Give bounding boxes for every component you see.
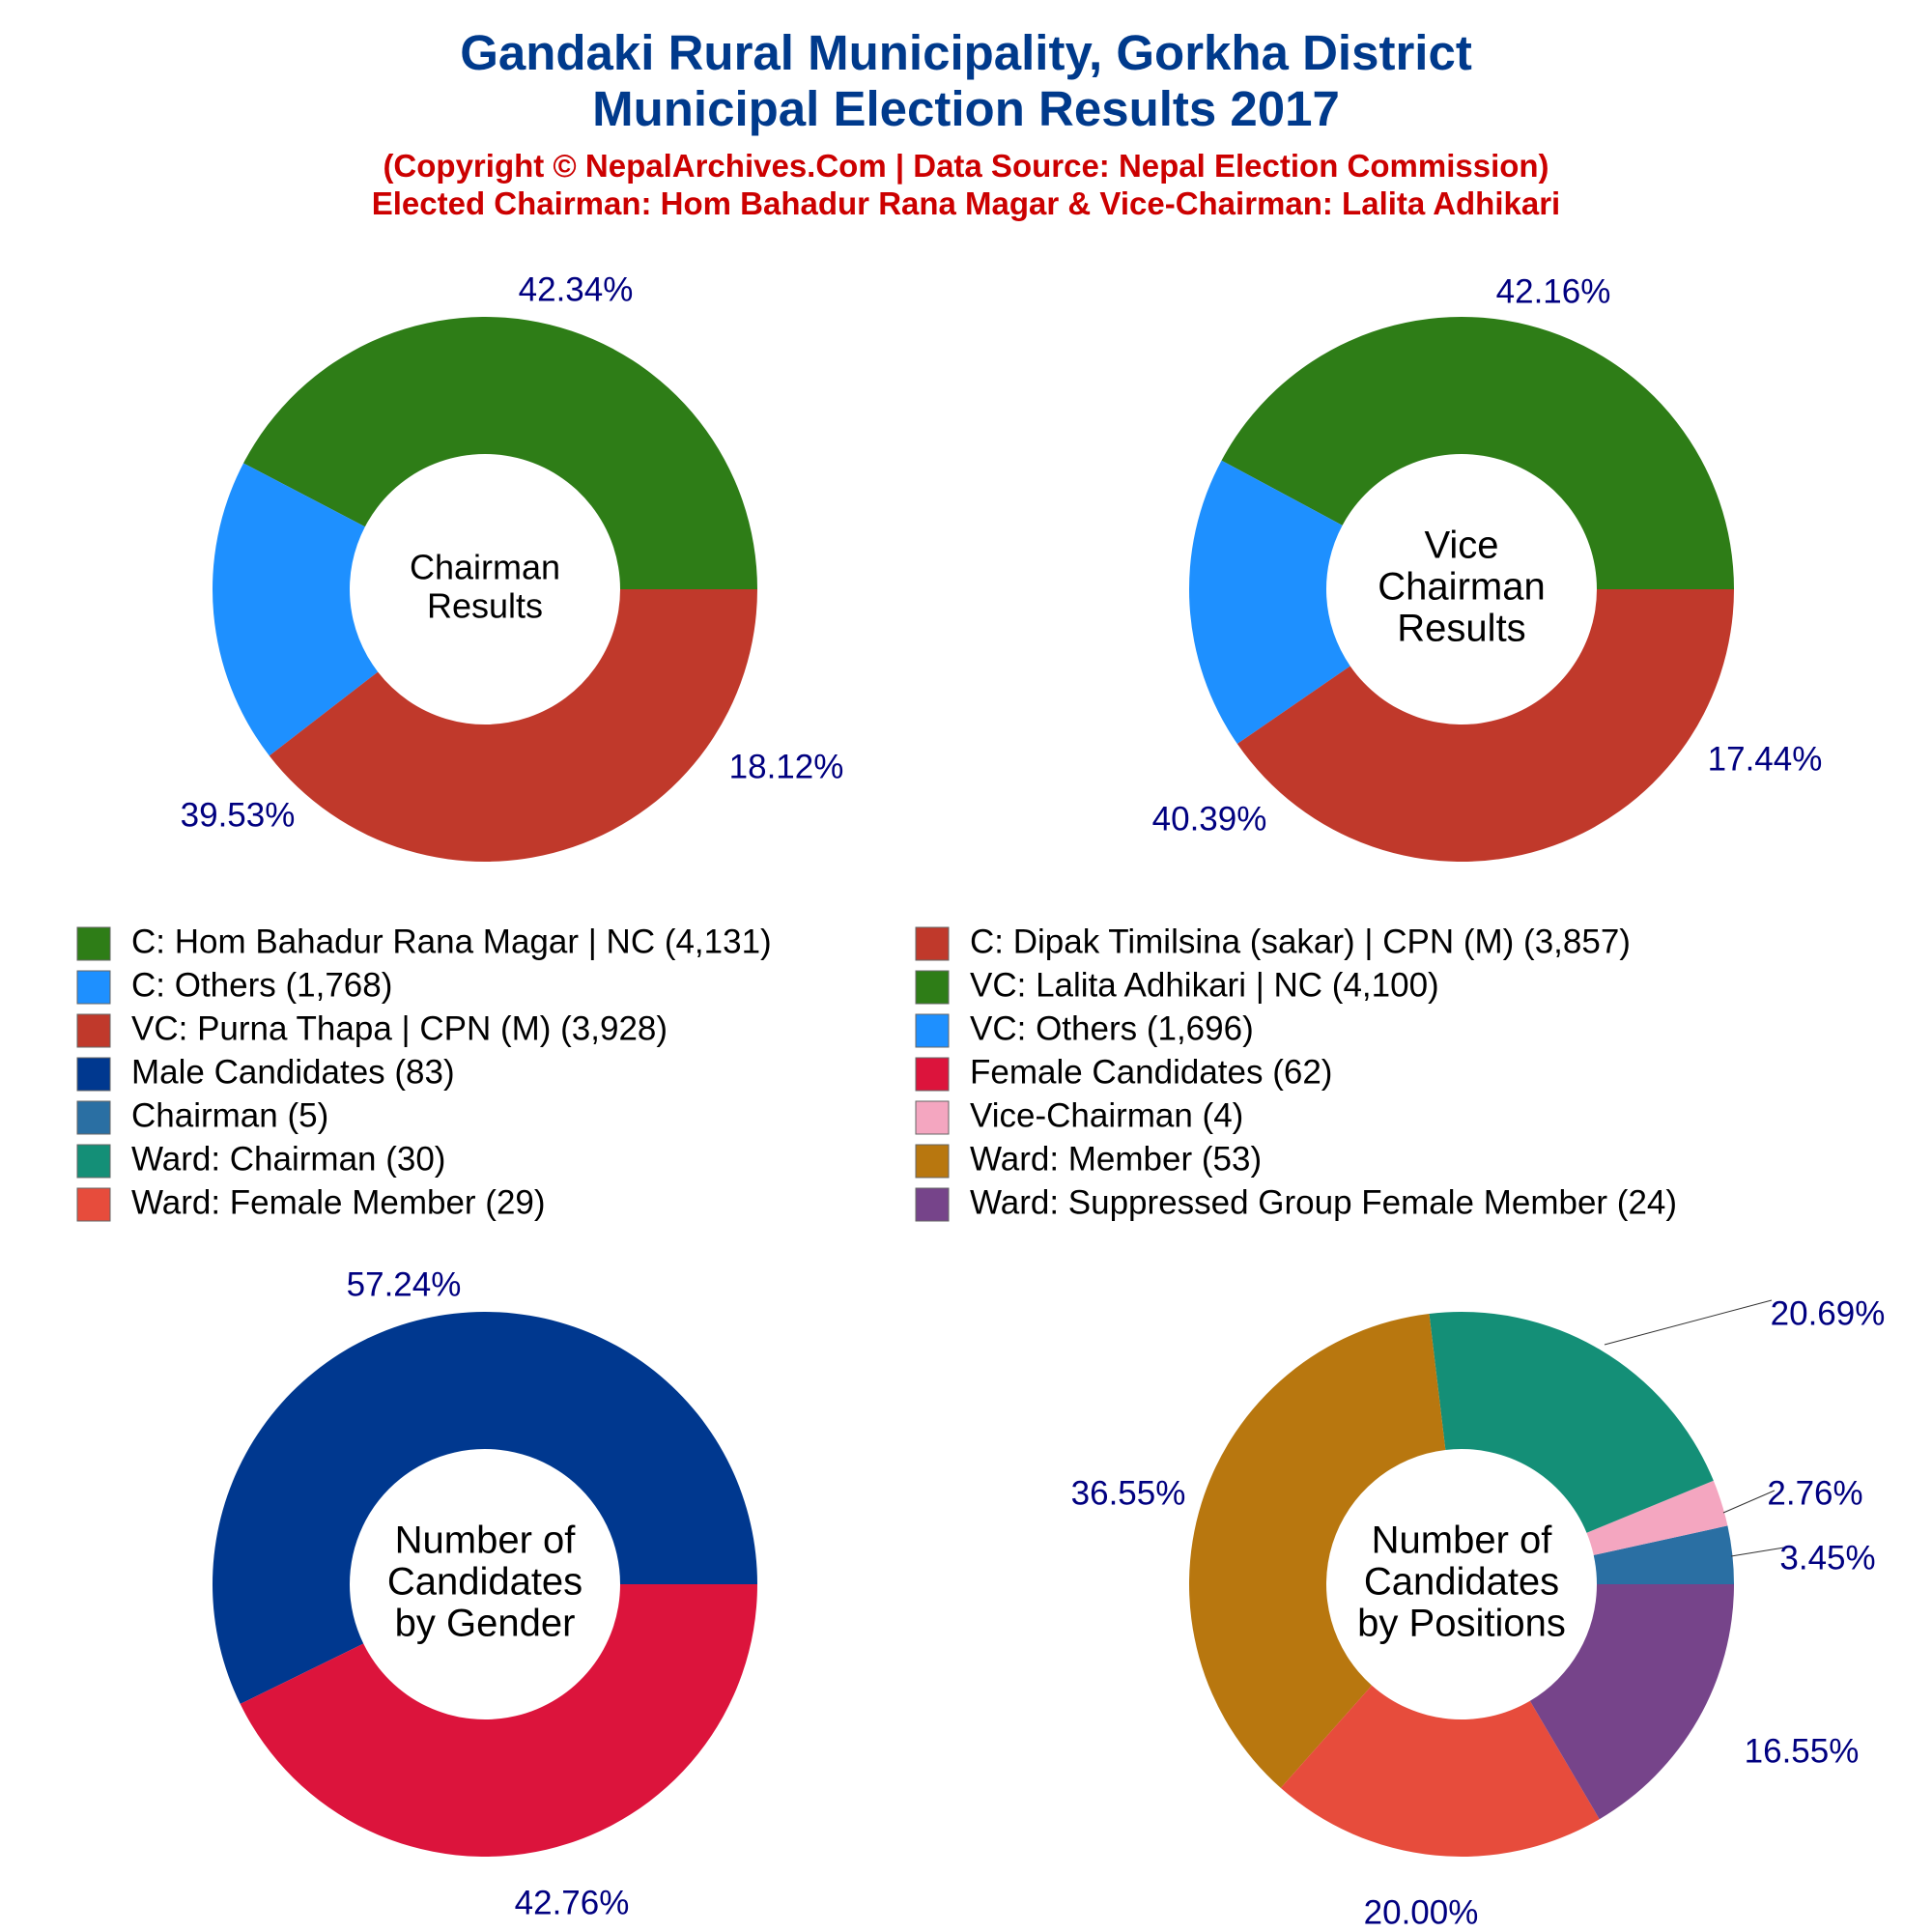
- legend-swatch-4: [915, 970, 950, 1005]
- center-label-2-2: Chairman: [1378, 566, 1545, 609]
- slice-label-4-6: 16.55%: [1745, 1732, 1860, 1770]
- slice-label-4-5: 20.00%: [1364, 1893, 1479, 1931]
- slice-2-1: [1221, 316, 1734, 589]
- center-label-2-3: Results: [1397, 608, 1525, 650]
- center-label-2-1: Vice: [1424, 525, 1498, 567]
- slice-label-3-2: 42.76%: [515, 1884, 630, 1921]
- center-label-3-3: by Gender: [395, 1603, 576, 1645]
- legend-item-10: Vice-Chairman (4): [915, 1096, 1243, 1135]
- legend-swatch-5: [76, 1013, 111, 1048]
- legend-swatch-12: [915, 1144, 950, 1179]
- legend-swatch-8: [915, 1057, 950, 1092]
- leader-line-4-2: [1722, 1490, 1776, 1514]
- slice-label-2-3: 40.39%: [1152, 800, 1267, 838]
- legend-item-7: Male Candidates (83): [76, 1053, 455, 1092]
- slice-4-1: [1593, 1525, 1734, 1584]
- leader-line-4-3: [1604, 1299, 1773, 1346]
- chart-title-line1: Gandaki Rural Municipality, Gorkha Distr…: [460, 25, 1472, 80]
- slice-label-4-4: 36.55%: [1071, 1474, 1186, 1512]
- legend-label-9: Chairman (5): [131, 1096, 328, 1134]
- slice-4-4: [1189, 1313, 1446, 1788]
- slice-label-3-1: 57.24%: [347, 1265, 462, 1303]
- center-label-1-1: Chairman: [410, 548, 560, 587]
- slice-4-2: [1586, 1480, 1728, 1555]
- slice-3-2: [240, 1584, 757, 1857]
- legend-item-5: VC: Purna Thapa | CPN (M) (3,928): [76, 1009, 668, 1048]
- slice-2-3: [1236, 589, 1734, 863]
- center-label-1-2: Results: [427, 586, 543, 626]
- slice-label-4-2: 2.76%: [1767, 1474, 1862, 1512]
- chart-subtitle-line2: Elected Chairman: Hom Bahadur Rana Magar…: [372, 185, 1560, 221]
- slice-label-4-1: 3.45%: [1779, 1539, 1875, 1577]
- slice-label-4-3: 20.69%: [1771, 1294, 1886, 1332]
- legend-label-2: C: Dipak Timilsina (sakar) | CPN (M) (3,…: [970, 923, 1631, 960]
- slice-3-1: [213, 1311, 758, 1704]
- legend-item-8: Female Candidates (62): [915, 1053, 1332, 1092]
- legend-swatch-1: [76, 926, 111, 961]
- legend-swatch-14: [915, 1187, 950, 1222]
- legend-label-7: Male Candidates (83): [131, 1053, 455, 1091]
- legend-label-8: Female Candidates (62): [970, 1053, 1332, 1091]
- legend-swatch-7: [76, 1057, 111, 1092]
- legend-label-10: Vice-Chairman (4): [970, 1096, 1243, 1134]
- legend-label-13: Ward: Female Member (29): [131, 1183, 546, 1221]
- legend-label-5: VC: Purna Thapa | CPN (M) (3,928): [131, 1009, 668, 1047]
- slice-4-5: [1280, 1685, 1600, 1857]
- chart-title-line2: Municipal Election Results 2017: [592, 81, 1340, 136]
- legend-swatch-2: [915, 926, 950, 961]
- legend-label-3: C: Others (1,768): [131, 966, 392, 1004]
- legend-label-4: VC: Lalita Adhikari | NC (4,100): [970, 966, 1439, 1004]
- legend-item-3: C: Others (1,768): [76, 966, 392, 1005]
- legend-swatch-10: [915, 1100, 950, 1135]
- slice-1-1: [243, 316, 757, 589]
- legend-item-13: Ward: Female Member (29): [76, 1183, 546, 1222]
- slice-2-2: [1189, 460, 1350, 745]
- center-label-4-2: Candidates: [1364, 1561, 1559, 1604]
- slice-label-1-2: 18.12%: [729, 748, 844, 785]
- leader-line-4-1: [1730, 1547, 1785, 1557]
- slice-1-3: [269, 589, 757, 862]
- legend-label-11: Ward: Chairman (30): [131, 1140, 445, 1178]
- center-label-3-1: Number of: [395, 1520, 577, 1562]
- slice-4-6: [1529, 1584, 1734, 1820]
- slice-label-1-1: 42.34%: [519, 270, 634, 308]
- slice-1-2: [212, 463, 379, 756]
- slice-label-2-1: 42.16%: [1496, 272, 1611, 310]
- donut-charts: 42.34%18.12%39.53%ChairmanResults42.16%1…: [181, 270, 1886, 1931]
- center-label-4-3: by Positions: [1357, 1603, 1566, 1645]
- legend-label-6: VC: Others (1,696): [970, 1009, 1254, 1047]
- legend-item-2: C: Dipak Timilsina (sakar) | CPN (M) (3,…: [915, 923, 1631, 961]
- legend-item-4: VC: Lalita Adhikari | NC (4,100): [915, 966, 1439, 1005]
- legend-swatch-3: [76, 970, 111, 1005]
- legend-item-11: Ward: Chairman (30): [76, 1140, 445, 1179]
- legend-label-1: C: Hom Bahadur Rana Magar | NC (4,131): [131, 923, 772, 960]
- legend-item-12: Ward: Member (53): [915, 1140, 1262, 1179]
- legend-item-1: C: Hom Bahadur Rana Magar | NC (4,131): [76, 923, 772, 961]
- chart-subtitle-line1: (Copyright © NepalArchives.Com | Data So…: [383, 148, 1548, 184]
- center-label-3-2: Candidates: [387, 1561, 582, 1604]
- slice-label-1-3: 39.53%: [181, 796, 296, 834]
- donut-chart-4: 3.45% 2.76% 20.69% 36.55% 20.00% 16.55% Number…: [1071, 1294, 1886, 1931]
- legend-swatch-13: [76, 1187, 111, 1222]
- legend-label-12: Ward: Member (53): [970, 1140, 1262, 1178]
- slice-label-2-2: 17.44%: [1708, 740, 1823, 778]
- legend-item-6: VC: Others (1,696): [915, 1009, 1254, 1048]
- slice-4-3: [1429, 1312, 1714, 1533]
- center-label-4-1: Number of: [1372, 1520, 1553, 1562]
- legend-label-14: Ward: Suppressed Group Female Member (24…: [970, 1183, 1677, 1221]
- legend: C: Hom Bahadur Rana Magar | NC (4,131) C:…: [76, 923, 1677, 1222]
- legend-item-9: Chairman (5): [76, 1096, 328, 1135]
- legend-swatch-11: [76, 1144, 111, 1179]
- legend-item-14: Ward: Suppressed Group Female Member (24…: [915, 1183, 1677, 1222]
- legend-swatch-9: [76, 1100, 111, 1135]
- legend-swatch-6: [915, 1013, 950, 1048]
